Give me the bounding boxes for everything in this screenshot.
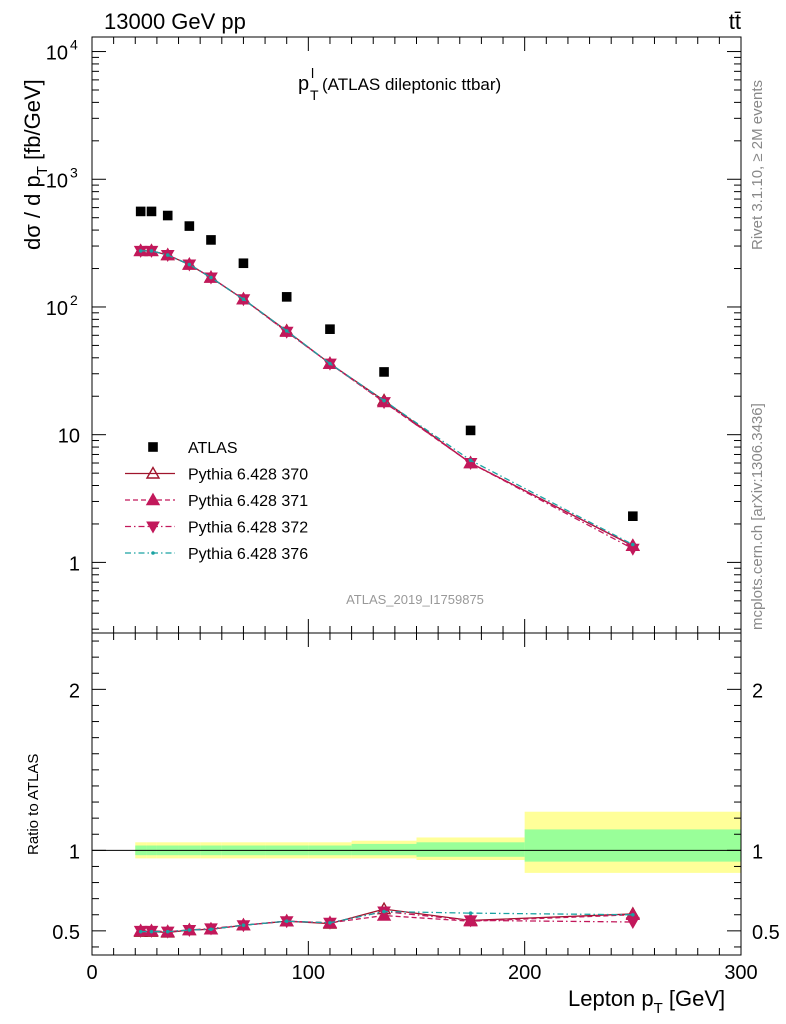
data-point (135, 206, 146, 217)
series-pythia-6-428-376 (138, 249, 635, 547)
chart-title-rest: (ATLAS dileptonic ttbar) (322, 75, 501, 94)
data-point (382, 398, 386, 403)
legend-label: ATLAS (188, 440, 238, 457)
data-point (146, 206, 157, 217)
data-point (631, 912, 635, 917)
series-atlas (135, 206, 638, 521)
data-point (165, 253, 170, 257)
legend-label: Pythia 6.428 372 (188, 520, 308, 537)
data-point (148, 442, 158, 452)
data-point (151, 551, 155, 555)
data-point (325, 324, 335, 334)
ratio-y-label: Ratio to ATLAS (25, 754, 42, 855)
y-tick-label-exponent: 2 (70, 292, 78, 308)
data-point (138, 249, 143, 253)
data-point (241, 297, 246, 302)
series-line (140, 250, 634, 550)
data-point (382, 909, 386, 914)
legend: ATLAS Pythia 6.428 370 Pythia 6.428 371 Pyt… (125, 440, 308, 563)
ratio-frame (91, 632, 742, 956)
data-point (468, 458, 473, 463)
data-point (149, 249, 154, 253)
y-tick-label: 10 (46, 170, 68, 192)
x-tick-label: 300 (724, 962, 757, 984)
ratio-series-line (140, 910, 633, 933)
y-tick-label-exponent: 3 (70, 164, 78, 180)
uncertainty-band-green (416, 842, 525, 857)
chart-title-sub: T (310, 87, 319, 103)
data-point (328, 921, 332, 925)
ratio-y-tick-label: 2 (69, 680, 80, 702)
legend-item: ATLAS (148, 440, 238, 457)
data-point (628, 511, 638, 521)
data-point (625, 916, 640, 930)
data-point (184, 221, 195, 231)
x-tick-label: 0 (86, 962, 97, 984)
ratio-series-line (140, 910, 633, 933)
data-point (209, 275, 213, 280)
ratio-y-tick-label: 0.5 (52, 922, 80, 944)
data-point (241, 923, 246, 928)
data-point (468, 911, 473, 915)
data-point (631, 542, 635, 547)
data-point (238, 258, 249, 269)
ratio-y-tick-label-right: 2 (752, 680, 763, 702)
data-point (145, 466, 161, 479)
process-label: tt̄ (729, 9, 741, 34)
data-point (145, 492, 161, 506)
mcplots-label: mcplots.cern.ch [arXiv:1306.3436] (749, 403, 766, 630)
data-point (146, 521, 160, 534)
chart-title-sup: l (311, 65, 314, 81)
chart-title: p (298, 73, 309, 95)
uncertainty-band-green (351, 843, 417, 856)
data-point (328, 361, 332, 366)
legend-label: Pythia 6.428 370 (188, 467, 308, 484)
y-tick-label-exponent: 4 (70, 37, 78, 53)
ratio-panel: 0.5 0.5 1 1 2 2 0 100 200 300 Ratio to ATLAS Lepton… (25, 632, 780, 1017)
data-point (149, 929, 154, 934)
data-point (138, 929, 143, 934)
watermark: ATLAS_2019_I1759875 (346, 592, 484, 607)
data-point (379, 367, 389, 377)
y-axis-label: dσ / d pT [fb/GeV] (20, 79, 51, 250)
data-point (465, 425, 476, 436)
y-tick-label: 10 (46, 298, 68, 320)
legend-label: Pythia 6.428 371 (188, 493, 308, 510)
legend-item: Pythia 6.428 376 (125, 546, 308, 563)
data-point (284, 919, 289, 923)
ratio-series-line (140, 914, 633, 933)
ratio-y-tick-label-right: 1 (752, 841, 763, 863)
main-frame (91, 36, 742, 634)
legend-item: Pythia 6.428 372 (125, 520, 308, 537)
data-point (165, 929, 170, 934)
legend-label: Pythia 6.428 376 (188, 546, 308, 563)
data-point (284, 329, 289, 333)
data-point (463, 915, 478, 928)
ratio-y-tick-label: 1 (69, 841, 80, 863)
legend-item: Pythia 6.428 371 (125, 492, 308, 510)
x-tick-label: 200 (508, 962, 541, 984)
data-point (162, 210, 173, 221)
energy-label: 13000 GeV pp (104, 9, 246, 34)
data-point (187, 262, 192, 267)
uncertainty-band-green (524, 829, 741, 862)
x-tick-label: 100 (292, 962, 325, 984)
data-point (209, 927, 213, 932)
data-point (281, 292, 292, 302)
y-tick-label: 1 (69, 553, 80, 575)
y-tick-label: 10 (58, 426, 80, 448)
y-tick-label: 10 (46, 43, 68, 65)
rivet-label: Rivet 3.1.10, ≥ 2M events (749, 80, 766, 250)
ratio-series-pythia-6-428-376 (138, 909, 635, 934)
data-point (187, 928, 192, 932)
legend-item: Pythia 6.428 370 (125, 466, 308, 484)
ratio-y-tick-label-right: 0.5 (752, 922, 780, 944)
data-point (206, 235, 216, 245)
x-axis-label: Lepton pT [GeV] (568, 986, 725, 1017)
